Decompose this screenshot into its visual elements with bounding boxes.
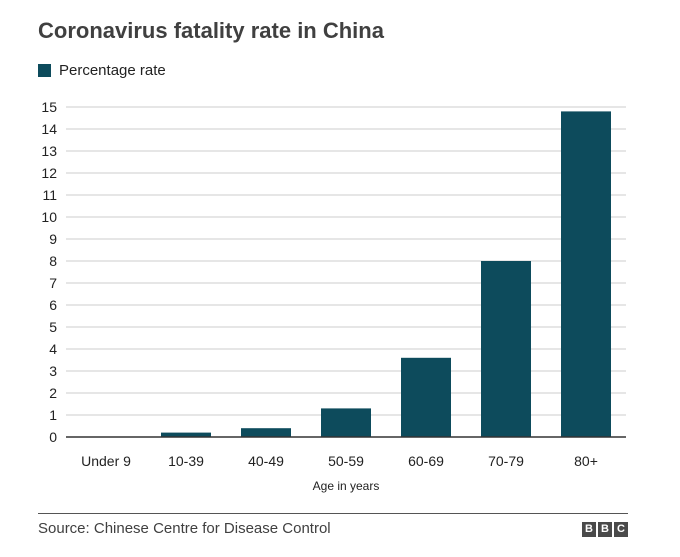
logo-letter: B xyxy=(582,522,596,537)
y-tick-label: 0 xyxy=(49,429,57,445)
x-tick-label: 60-69 xyxy=(408,453,444,469)
x-tick-label: 70-79 xyxy=(488,453,524,469)
bar xyxy=(241,428,291,437)
y-tick-label: 3 xyxy=(49,363,57,379)
chart-title: Coronavirus fatality rate in China xyxy=(38,18,384,43)
legend: Percentage rate xyxy=(38,62,166,79)
x-tick-label: 40-49 xyxy=(248,453,284,469)
bar xyxy=(401,357,451,437)
y-tick-label: 7 xyxy=(49,275,57,291)
bar xyxy=(481,261,531,437)
x-tick-label: 80+ xyxy=(574,453,598,469)
legend-swatch xyxy=(38,64,51,77)
logo-letter: C xyxy=(614,522,628,537)
bar xyxy=(321,408,371,437)
y-tick-label: 10 xyxy=(41,209,57,225)
bar xyxy=(561,111,611,438)
y-tick-label: 15 xyxy=(41,99,57,115)
y-tick-label: 12 xyxy=(41,165,57,181)
y-tick-label: 11 xyxy=(42,187,57,203)
x-tick-label: 10-39 xyxy=(168,453,204,469)
y-tick-label: 14 xyxy=(41,121,57,137)
bbc-logo: B B C xyxy=(582,522,628,537)
bar xyxy=(161,432,211,437)
y-tick-label: 1 xyxy=(49,407,57,423)
logo-letter: B xyxy=(598,522,612,537)
x-tick-label: 50-59 xyxy=(328,453,364,469)
y-tick-label: 5 xyxy=(49,319,57,335)
y-tick-label: 13 xyxy=(41,143,57,159)
legend-label: Percentage rate xyxy=(59,62,166,79)
footer-divider xyxy=(38,513,628,514)
y-tick-label: 6 xyxy=(49,297,57,313)
y-tick-label: 2 xyxy=(49,385,57,401)
y-tick-label: 9 xyxy=(49,231,57,247)
x-tick-label: Under 9 xyxy=(81,453,131,469)
y-tick-label: 4 xyxy=(49,341,57,357)
x-axis-title: Age in years xyxy=(313,479,380,493)
y-tick-label: 8 xyxy=(49,253,57,269)
source-note: Source: Chinese Centre for Disease Contr… xyxy=(38,520,331,537)
